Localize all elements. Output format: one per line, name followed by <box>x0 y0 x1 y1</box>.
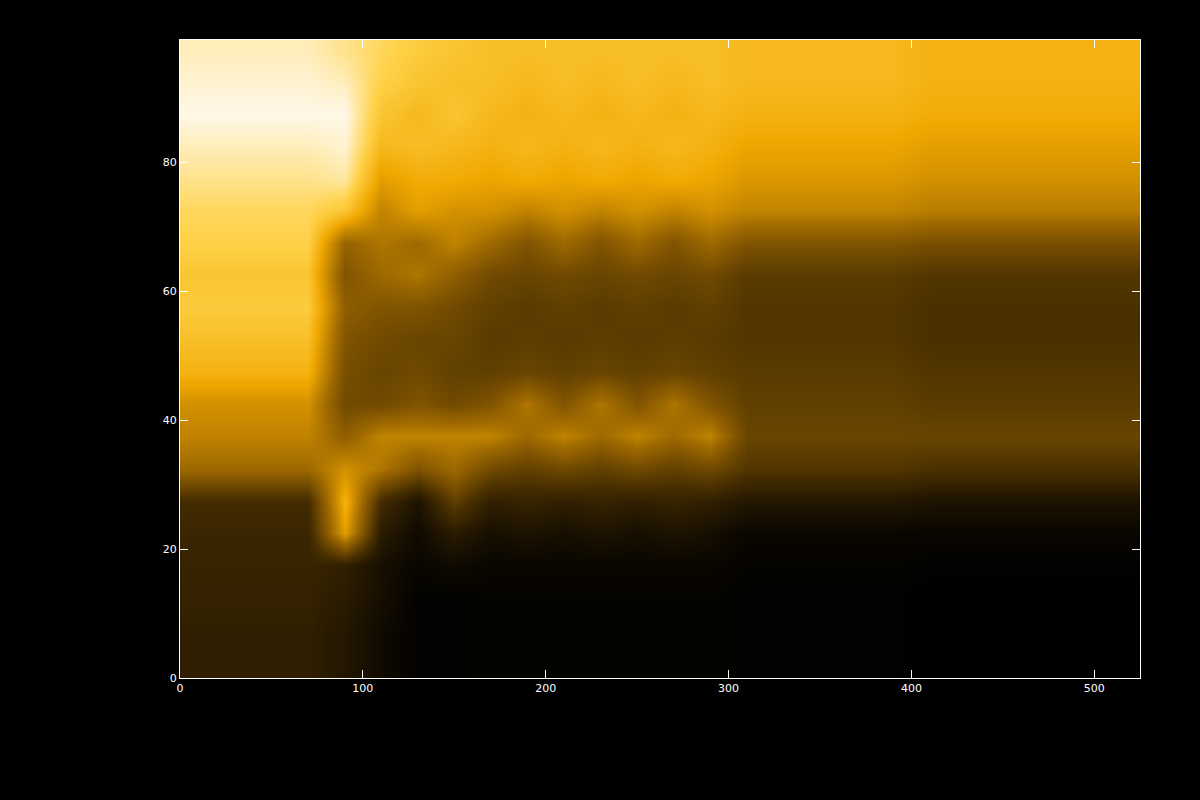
svg-text:100: 100 <box>352 682 373 695</box>
svg-text:300: 300 <box>718 682 739 695</box>
svg-text:400: 400 <box>901 682 922 695</box>
svg-text:60: 60 <box>163 285 177 298</box>
svg-text:200: 200 <box>535 682 556 695</box>
svg-text:80: 80 <box>163 156 177 169</box>
svg-text:500: 500 <box>1084 682 1105 695</box>
svg-text:40: 40 <box>163 414 177 427</box>
svg-text:0: 0 <box>177 682 184 695</box>
svg-text:0: 0 <box>170 672 177 685</box>
svg-text:20: 20 <box>163 543 177 556</box>
